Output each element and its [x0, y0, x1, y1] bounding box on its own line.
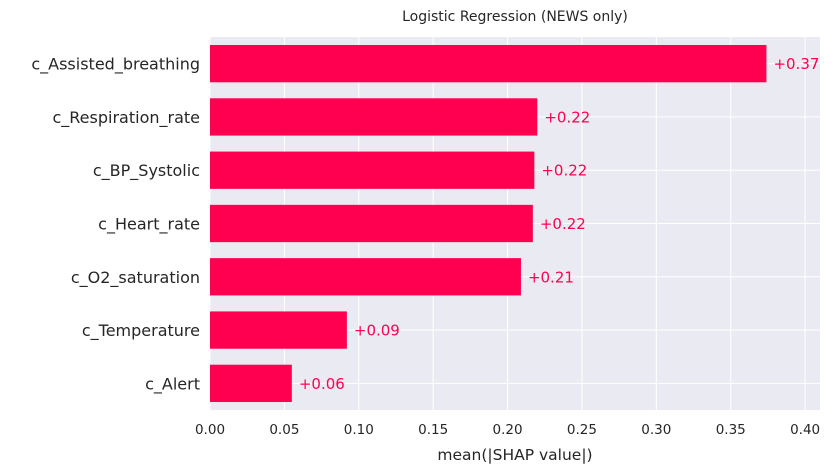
bar: [210, 98, 538, 136]
category-label: c_Respiration_rate: [52, 108, 200, 128]
x-tick-label: 0.35: [716, 422, 746, 438]
chart-title: Logistic Regression (NEWS only): [402, 9, 628, 25]
category-label: c_Heart_rate: [98, 215, 200, 235]
x-tick-label: 0.10: [344, 422, 374, 438]
x-tick-label: 0.40: [790, 422, 820, 438]
x-tick-label: 0.00: [195, 422, 225, 438]
x-tick-labels: 0.00 0.05 0.10 0.15 0.20 0.25 0.30 0.35 0.40: [195, 422, 820, 438]
data-label: +0.09: [354, 322, 400, 340]
data-label: +0.21: [528, 268, 574, 286]
data-label: +0.37: [773, 55, 819, 73]
data-label: +0.06: [299, 375, 345, 393]
data-label: +0.22: [544, 108, 590, 126]
bar: [210, 258, 521, 296]
x-tick-label: 0.20: [493, 422, 523, 438]
x-tick-label: 0.15: [418, 422, 448, 438]
category-label: c_Temperature: [82, 321, 200, 341]
bars: [210, 44, 767, 403]
bar: [210, 151, 535, 189]
category-label: c_O2_saturation: [71, 268, 200, 288]
category-label: c_Assisted_breathing: [31, 55, 200, 75]
x-tick-label: 0.30: [641, 422, 671, 438]
bar: [210, 44, 767, 83]
x-tick-label: 0.25: [567, 422, 597, 438]
data-label: +0.22: [541, 162, 587, 180]
category-label: c_BP_Systolic: [93, 161, 200, 181]
x-axis-label: mean(|SHAP value|): [437, 446, 592, 464]
data-label: +0.22: [540, 215, 586, 233]
bar: [210, 364, 292, 403]
data-labels: +0.37 +0.22 +0.22 +0.22 +0.21 +0.09 +0.06: [299, 55, 820, 393]
category-label: c_Alert: [145, 374, 200, 394]
category-labels: c_Assisted_breathing c_Respiration_rate c_…: [31, 55, 200, 395]
x-tick-label: 0.05: [269, 422, 299, 438]
bar: [210, 311, 347, 349]
bar: [210, 204, 533, 243]
